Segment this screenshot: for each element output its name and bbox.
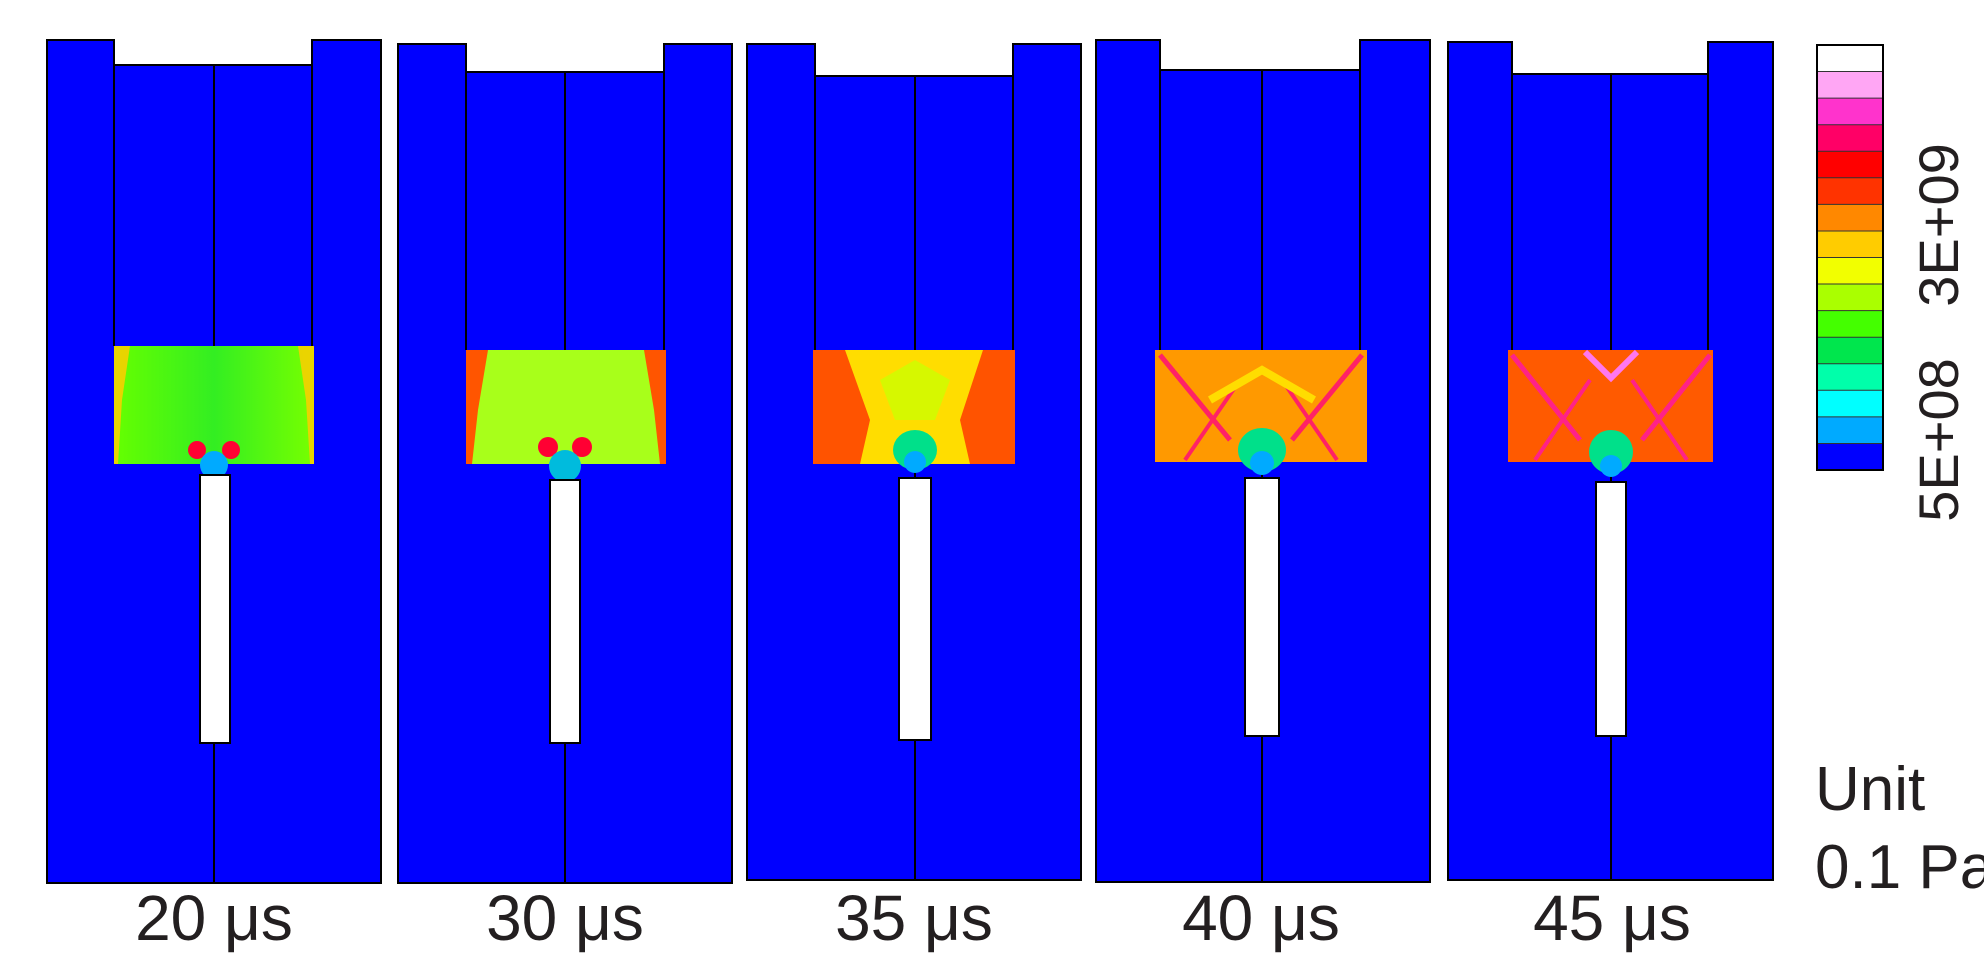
colorbar-segment	[1817, 45, 1883, 73]
cavity-rod	[898, 477, 932, 741]
unit-value: 0.1 Pa	[1815, 833, 1984, 902]
stress-band	[1533, 378, 1592, 462]
tip-core	[904, 451, 926, 473]
cavity-rod	[1595, 481, 1627, 737]
hotspot	[222, 441, 240, 459]
tip-core	[1250, 451, 1274, 475]
stress-band	[880, 360, 950, 420]
hotspot	[188, 441, 206, 459]
tip-core	[1600, 455, 1622, 477]
colorbar-label-high: 3E+09	[1907, 143, 1970, 307]
hotspot	[572, 437, 592, 457]
colorbar-segment	[1817, 257, 1883, 285]
tip-spot	[200, 451, 228, 479]
stress-band	[1280, 378, 1339, 462]
time-label: 30 μs	[486, 882, 644, 954]
stress-edge-left	[114, 346, 130, 464]
stress-band	[813, 350, 870, 464]
stress-edge-left	[466, 350, 488, 464]
stress-band	[960, 350, 1015, 464]
panel-35us: 35 μs	[746, 43, 1082, 954]
stress-edge-right	[298, 346, 314, 464]
tip-spot	[549, 450, 581, 482]
time-label: 35 μs	[835, 882, 993, 954]
cavity-rod	[199, 474, 231, 744]
colorbar-segment	[1817, 310, 1883, 338]
stress-band	[1158, 353, 1232, 442]
stress-band	[1290, 353, 1364, 442]
hotspot	[538, 437, 558, 457]
stress-band	[1630, 378, 1689, 462]
stress-band	[1208, 365, 1316, 404]
colorbar-segment	[1817, 204, 1883, 232]
colorbar-frame	[1816, 44, 1884, 471]
panel-45us: 45 μs	[1447, 41, 1774, 954]
stress-zone	[466, 350, 666, 464]
panel-40us: 40 μs	[1095, 39, 1431, 954]
colorbar-segment	[1817, 124, 1883, 152]
colorbar	[1816, 44, 1884, 471]
colorbar-segment	[1817, 416, 1883, 444]
panel-30us: 30 μs	[397, 43, 733, 954]
colorbar-segment	[1817, 390, 1883, 418]
tip-spot	[1238, 428, 1286, 472]
colorbar-segment	[1817, 443, 1883, 471]
colorbar-segment	[1817, 151, 1883, 179]
colorbar-segment	[1817, 284, 1883, 312]
stress-band	[1510, 353, 1582, 442]
tip-spot	[1589, 430, 1633, 474]
time-label: 20 μs	[135, 882, 293, 954]
stress-zone	[114, 346, 314, 464]
stress-band	[1640, 353, 1712, 442]
stress-edge-right	[644, 350, 666, 464]
cavity-rod	[549, 479, 581, 744]
colorbar-segment	[1817, 363, 1883, 391]
cavity-rod	[1244, 477, 1280, 737]
time-label: 45 μs	[1533, 882, 1691, 954]
colorbar-segment	[1817, 337, 1883, 365]
tip-spot	[893, 430, 937, 470]
colorbar-segment	[1817, 71, 1883, 99]
time-label: 40 μs	[1182, 882, 1340, 954]
colorbar-segment	[1817, 98, 1883, 126]
colorbar-label-low: 5E+08	[1907, 358, 1970, 522]
panel-20us: 20 μs	[46, 39, 382, 954]
unit-label: Unit	[1815, 755, 1925, 824]
stress-band	[1582, 349, 1640, 383]
colorbar-segment	[1817, 177, 1883, 205]
colorbar-segment	[1817, 230, 1883, 258]
stress-band	[1183, 378, 1242, 462]
